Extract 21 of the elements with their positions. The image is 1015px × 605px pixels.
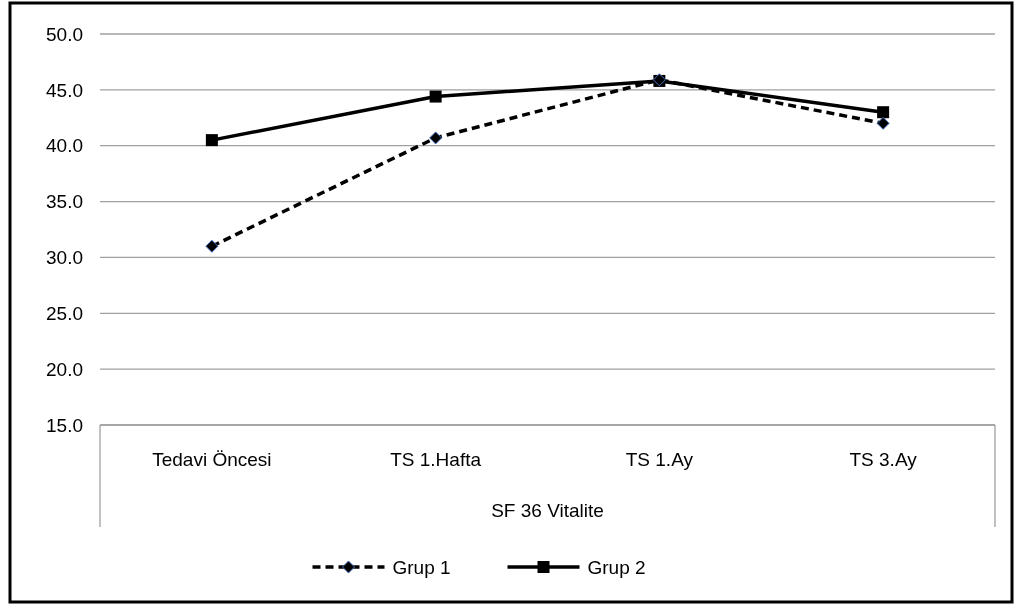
y-tick-label: 45.0 bbox=[46, 79, 83, 101]
point bbox=[429, 131, 443, 145]
x-tick-label: TS 1.Hafta bbox=[390, 449, 482, 470]
y-tick-label: 35.0 bbox=[46, 191, 83, 213]
y-tick-label: 15.0 bbox=[46, 414, 83, 436]
y-tick-label: 50.0 bbox=[46, 23, 83, 45]
point bbox=[205, 134, 218, 147]
point bbox=[429, 90, 442, 103]
y-tick-label: 25.0 bbox=[46, 302, 83, 324]
y-tick-label: 40.0 bbox=[46, 135, 83, 157]
x-tick-label: Tedavi Öncesi bbox=[152, 449, 272, 470]
legend-label: Grup 1 bbox=[392, 556, 451, 578]
y-tick-label: 20.0 bbox=[46, 358, 83, 380]
point bbox=[877, 106, 890, 119]
point bbox=[205, 239, 219, 253]
x-axis-title: SF 36 Vitalite bbox=[491, 500, 604, 521]
legend-label: Grup 2 bbox=[587, 556, 646, 578]
x-tick-label: TS 1.Ay bbox=[625, 449, 694, 470]
y-tick-label: 30.0 bbox=[46, 247, 83, 269]
point bbox=[876, 116, 890, 130]
x-tick-label: TS 3.Ay bbox=[849, 449, 918, 470]
